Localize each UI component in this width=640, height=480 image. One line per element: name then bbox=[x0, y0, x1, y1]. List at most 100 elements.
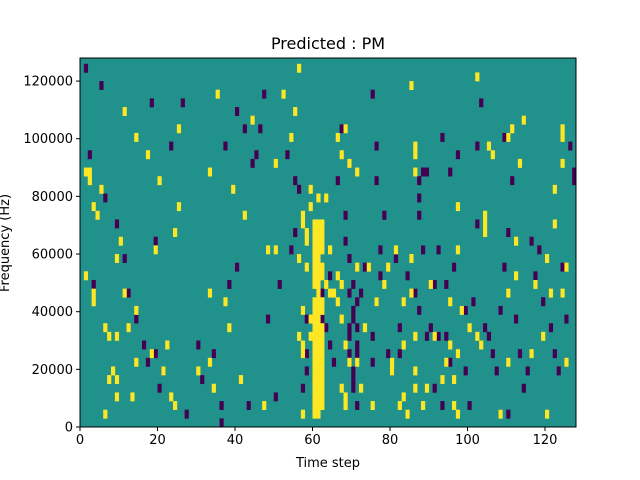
heatmap-cell-low bbox=[494, 366, 499, 376]
heatmap-cell-low bbox=[483, 323, 488, 333]
heatmap-cell-high bbox=[428, 279, 433, 289]
heatmap-cell-low bbox=[355, 340, 360, 350]
heatmap-cell-low bbox=[533, 271, 538, 281]
heatmap-cell-high bbox=[455, 245, 461, 255]
heatmap-cell-low bbox=[452, 262, 457, 272]
heatmap-cell-low bbox=[355, 401, 360, 411]
heatmap-cell-high bbox=[262, 401, 267, 411]
heatmap-cell-low bbox=[328, 340, 333, 350]
heatmap-cell-high bbox=[506, 288, 511, 298]
y-tick-label: 100000 bbox=[23, 132, 73, 147]
x-tick-label: 120 bbox=[533, 433, 558, 448]
heatmap-cell-low bbox=[184, 409, 189, 419]
heatmap-cell-high bbox=[316, 331, 321, 341]
heatmap-cell-high bbox=[211, 383, 216, 393]
heatmap-cell-high bbox=[316, 349, 321, 359]
heatmap-cell-high bbox=[517, 158, 523, 168]
heatmap-cell-high bbox=[316, 236, 321, 246]
heatmap-cell-high bbox=[312, 314, 317, 324]
heatmap-cell-high bbox=[308, 202, 313, 212]
heatmap-cell-high bbox=[238, 375, 244, 385]
heatmap-cell-high bbox=[134, 357, 139, 367]
heatmap-cell-high bbox=[87, 167, 92, 177]
heatmap-cell-high bbox=[320, 331, 325, 341]
heatmap-cell-high bbox=[316, 401, 321, 411]
heatmap-cell-high bbox=[483, 210, 488, 220]
heatmap-cell-high bbox=[297, 63, 302, 73]
heatmap-cell-high bbox=[312, 245, 317, 255]
heatmap-cell-low bbox=[157, 383, 162, 393]
heatmap-cell-low bbox=[180, 98, 185, 108]
heatmap-cell-high bbox=[107, 375, 112, 385]
heatmap-cell-low bbox=[421, 167, 426, 177]
heatmap-cell-low bbox=[266, 314, 271, 324]
heatmap-cell-high bbox=[455, 349, 461, 359]
heatmap-cell-high bbox=[529, 349, 534, 359]
heatmap-cell-high bbox=[316, 245, 321, 255]
heatmap-cell-high bbox=[130, 392, 135, 402]
plot-frame bbox=[79, 57, 577, 428]
heatmap-cell-low bbox=[506, 228, 511, 238]
heatmap-cell-high bbox=[316, 254, 321, 263]
heatmap-cell-low bbox=[417, 210, 422, 220]
heatmap-cell-high bbox=[409, 81, 414, 91]
heatmap-cell-low bbox=[490, 349, 495, 359]
heatmap-cell-high bbox=[552, 219, 557, 229]
heatmap-cell-high bbox=[312, 357, 317, 367]
heatmap-cell-low bbox=[440, 401, 445, 411]
heatmap-cell-high bbox=[475, 331, 480, 341]
heatmap-cell-high bbox=[304, 236, 309, 246]
heatmap-cell-low bbox=[424, 167, 430, 177]
heatmap-cell-high bbox=[173, 228, 178, 238]
heatmap-cell-low bbox=[359, 288, 364, 298]
heatmap-cell-high bbox=[161, 366, 166, 376]
heatmap-cell-low bbox=[320, 288, 325, 298]
heatmap-cell-high bbox=[421, 401, 426, 411]
heatmap-cell-low bbox=[83, 63, 89, 73]
heatmap-cell-low bbox=[393, 254, 399, 263]
heatmap-cell-high bbox=[483, 228, 488, 238]
heatmap-cell-low bbox=[122, 254, 127, 263]
heatmap-cell-high bbox=[514, 271, 519, 281]
heatmap-cell-low bbox=[529, 236, 534, 246]
heatmap-cell-low bbox=[246, 401, 251, 411]
heatmap-cell-high bbox=[169, 392, 174, 402]
heatmap-cell-high bbox=[393, 245, 399, 255]
heatmap-cell-high bbox=[370, 401, 375, 411]
heatmap-cell-high bbox=[91, 202, 96, 212]
heatmap-cell-high bbox=[560, 158, 565, 168]
heatmap-cell-high bbox=[401, 297, 406, 307]
y-axis: 0 20000 40000 60000 80000 100000 120000 bbox=[23, 75, 80, 436]
heatmap-cell-high bbox=[316, 323, 321, 333]
heatmap-cell-low bbox=[428, 323, 433, 333]
heatmap-cell-high bbox=[452, 375, 457, 385]
heatmap-cell-low bbox=[328, 271, 333, 281]
heatmap-cell-high bbox=[114, 375, 120, 385]
x-tick-label: 100 bbox=[455, 433, 480, 448]
heatmap-cell-high bbox=[339, 279, 344, 289]
heatmap-cell-high bbox=[362, 323, 368, 333]
heatmap-cell-high bbox=[153, 245, 158, 255]
heatmap-cell-high bbox=[413, 366, 418, 376]
heatmap-cell-high bbox=[91, 297, 96, 307]
heatmap-cell-high bbox=[316, 340, 321, 350]
heatmap-cell-high bbox=[506, 132, 511, 142]
heatmap-cell-low bbox=[99, 81, 104, 91]
heatmap-cell-high bbox=[242, 210, 247, 220]
heatmap-cell-low bbox=[219, 418, 224, 428]
heatmap-cell-high bbox=[176, 124, 182, 134]
heatmap-cell-high bbox=[424, 383, 430, 393]
heatmap-cell-high bbox=[335, 297, 340, 307]
heatmap-cell-low bbox=[448, 167, 453, 177]
heatmap-cell-low bbox=[277, 279, 282, 289]
heatmap-cell-low bbox=[254, 150, 259, 160]
heatmap-cell-low bbox=[560, 262, 565, 272]
heatmap-cell-high bbox=[312, 254, 317, 263]
heatmap-cell-low bbox=[537, 245, 542, 255]
heatmap-cell-low bbox=[149, 98, 154, 108]
heatmap-cell-low bbox=[448, 357, 453, 367]
heatmap-cell-low bbox=[293, 176, 298, 186]
x-tick-label: 20 bbox=[149, 433, 166, 448]
heatmap-cell-low bbox=[324, 323, 329, 333]
heatmap-cell-high bbox=[312, 323, 317, 333]
